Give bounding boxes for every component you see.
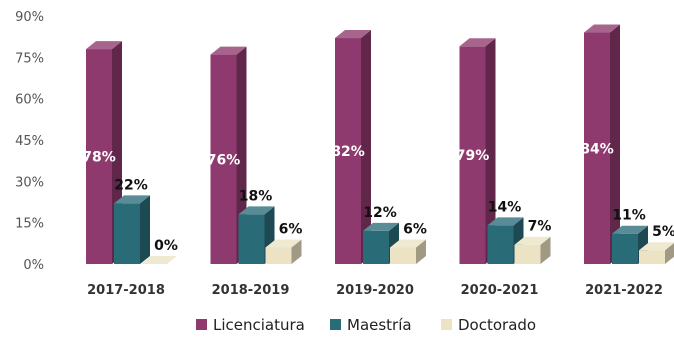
data-label: 12% <box>363 205 397 221</box>
bar-maestr-a <box>114 203 140 264</box>
bar-maestr-a <box>612 233 638 264</box>
data-label: 82% <box>331 144 365 160</box>
legend-swatch <box>330 319 341 330</box>
data-label: 0% <box>154 238 178 254</box>
bar-doctorado-top <box>390 239 426 248</box>
bar-doctorado <box>390 247 416 264</box>
bar-maestr-a-top <box>238 206 275 215</box>
bar-licenciatura-top <box>210 46 247 55</box>
bar-maestr-a-top <box>487 217 524 226</box>
bar-maestr-a-top <box>363 222 399 231</box>
bar-licenciatura-top <box>335 30 371 39</box>
bar-licenciatura-top <box>459 38 496 47</box>
bar-doctorado-top <box>514 236 551 245</box>
legend-swatch <box>441 319 452 330</box>
bar-licenciatura <box>335 38 361 264</box>
x-tick-label: 2018-2019 <box>212 283 290 298</box>
bar-maestr-a-top <box>612 225 648 234</box>
x-tick-label: 2020-2021 <box>461 283 539 298</box>
y-tick-label: 75% <box>15 51 44 66</box>
x-tick-label: 2019-2020 <box>336 283 414 298</box>
bar-licenciatura-top <box>584 24 620 33</box>
bar-maestr-a <box>363 230 389 264</box>
bar-licenciatura-side <box>610 24 620 265</box>
bar-doctorado-top <box>639 242 674 251</box>
legend-label: Maestría <box>347 316 412 334</box>
data-label: 79% <box>456 148 490 164</box>
bar-doctorado-side <box>540 236 551 264</box>
legend-label: Licenciatura <box>213 316 305 334</box>
bar-licenciatura-top <box>86 41 122 50</box>
x-tick-label: 2021-2022 <box>585 283 663 298</box>
bar-doctorado-side <box>665 243 674 264</box>
bar-licenciatura <box>86 49 112 264</box>
y-tick-label: 90% <box>15 10 44 25</box>
data-label: 18% <box>239 188 273 204</box>
data-label: 22% <box>114 177 148 193</box>
data-label: 14% <box>488 199 522 215</box>
bar-licenciatura-side <box>236 46 247 265</box>
data-label: 6% <box>403 221 427 237</box>
data-label: 84% <box>580 141 614 157</box>
bar-doctorado-side <box>416 239 426 264</box>
x-tick-label: 2017-2018 <box>87 283 165 298</box>
y-tick-label: 60% <box>15 93 44 108</box>
data-label: 5% <box>652 224 674 240</box>
data-label: 76% <box>207 152 241 168</box>
data-label: 7% <box>528 219 552 235</box>
y-tick-label: 30% <box>15 175 44 190</box>
bar-licenciatura <box>584 32 610 265</box>
y-tick-label: 15% <box>15 217 44 232</box>
bar-doctorado <box>265 247 292 264</box>
bar-licenciatura-side <box>361 30 371 264</box>
y-tick-label: 0% <box>23 258 44 273</box>
bar-maestr-a <box>238 214 265 264</box>
bar-doctorado-side <box>291 239 302 264</box>
legend-swatch <box>196 319 207 330</box>
bar-doctorado <box>639 250 665 264</box>
y-tick-label: 45% <box>15 134 44 149</box>
bar-doctorado-top <box>265 239 302 248</box>
data-label: 11% <box>612 208 646 224</box>
bar-doctorado <box>514 244 541 264</box>
bar-doctorado-top <box>141 256 177 264</box>
bar-licenciatura <box>210 54 237 265</box>
bar-licenciatura-side <box>485 38 496 264</box>
bar-licenciatura <box>459 46 486 264</box>
data-label: 6% <box>279 221 303 237</box>
data-label: 78% <box>82 150 116 166</box>
bar-maestr-a <box>487 225 514 264</box>
legend-label: Doctorado <box>458 316 536 334</box>
bar-maestr-a-side <box>140 195 150 264</box>
bar-maestr-a-top <box>114 195 150 204</box>
